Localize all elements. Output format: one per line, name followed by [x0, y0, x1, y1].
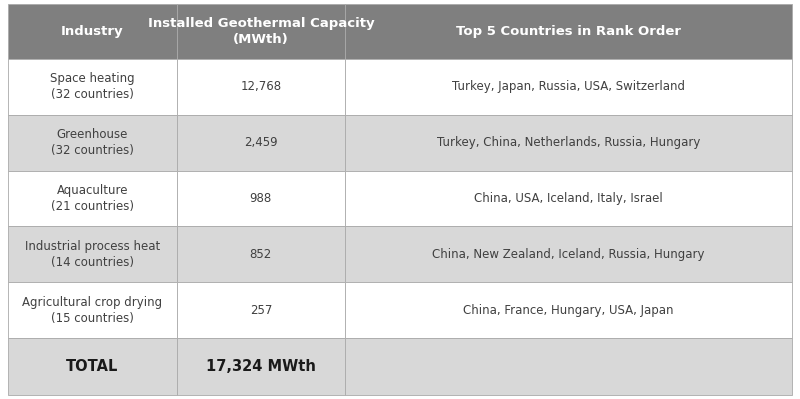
- Text: TOTAL: TOTAL: [66, 359, 118, 374]
- Text: 852: 852: [250, 248, 272, 261]
- Text: Space heating
(32 countries): Space heating (32 countries): [50, 72, 134, 101]
- Text: China, France, Hungary, USA, Japan: China, France, Hungary, USA, Japan: [463, 304, 674, 317]
- Text: Turkey, Japan, Russia, USA, Switzerland: Turkey, Japan, Russia, USA, Switzerland: [452, 80, 685, 93]
- Text: Agricultural crop drying
(15 countries): Agricultural crop drying (15 countries): [22, 296, 162, 325]
- Text: 2,459: 2,459: [244, 136, 278, 149]
- Text: 257: 257: [250, 304, 272, 317]
- FancyBboxPatch shape: [8, 59, 177, 115]
- FancyBboxPatch shape: [345, 282, 792, 338]
- FancyBboxPatch shape: [8, 4, 177, 59]
- Text: Installed Geothermal Capacity
(MWth): Installed Geothermal Capacity (MWth): [147, 17, 374, 46]
- Text: Industrial process heat
(14 countries): Industrial process heat (14 countries): [25, 240, 160, 269]
- Text: 17,324 MWth: 17,324 MWth: [206, 359, 316, 374]
- Text: Turkey, China, Netherlands, Russia, Hungary: Turkey, China, Netherlands, Russia, Hung…: [437, 136, 700, 149]
- FancyBboxPatch shape: [177, 171, 345, 227]
- FancyBboxPatch shape: [177, 59, 345, 115]
- FancyBboxPatch shape: [8, 282, 177, 338]
- Text: 12,768: 12,768: [240, 80, 282, 93]
- FancyBboxPatch shape: [177, 115, 345, 171]
- FancyBboxPatch shape: [177, 282, 345, 338]
- FancyBboxPatch shape: [345, 59, 792, 115]
- Text: 988: 988: [250, 192, 272, 205]
- FancyBboxPatch shape: [345, 338, 792, 395]
- Text: Greenhouse
(32 countries): Greenhouse (32 countries): [51, 128, 134, 157]
- Text: Top 5 Countries in Rank Order: Top 5 Countries in Rank Order: [456, 25, 681, 38]
- FancyBboxPatch shape: [345, 115, 792, 171]
- Text: China, New Zealand, Iceland, Russia, Hungary: China, New Zealand, Iceland, Russia, Hun…: [432, 248, 705, 261]
- FancyBboxPatch shape: [345, 4, 792, 59]
- FancyBboxPatch shape: [8, 227, 177, 282]
- FancyBboxPatch shape: [177, 4, 345, 59]
- FancyBboxPatch shape: [177, 338, 345, 395]
- Text: Industry: Industry: [61, 25, 123, 38]
- FancyBboxPatch shape: [345, 171, 792, 227]
- FancyBboxPatch shape: [8, 171, 177, 227]
- FancyBboxPatch shape: [345, 227, 792, 282]
- FancyBboxPatch shape: [8, 115, 177, 171]
- FancyBboxPatch shape: [8, 338, 177, 395]
- Text: China, USA, Iceland, Italy, Israel: China, USA, Iceland, Italy, Israel: [474, 192, 663, 205]
- FancyBboxPatch shape: [177, 227, 345, 282]
- Text: Aquaculture
(21 countries): Aquaculture (21 countries): [50, 184, 134, 213]
